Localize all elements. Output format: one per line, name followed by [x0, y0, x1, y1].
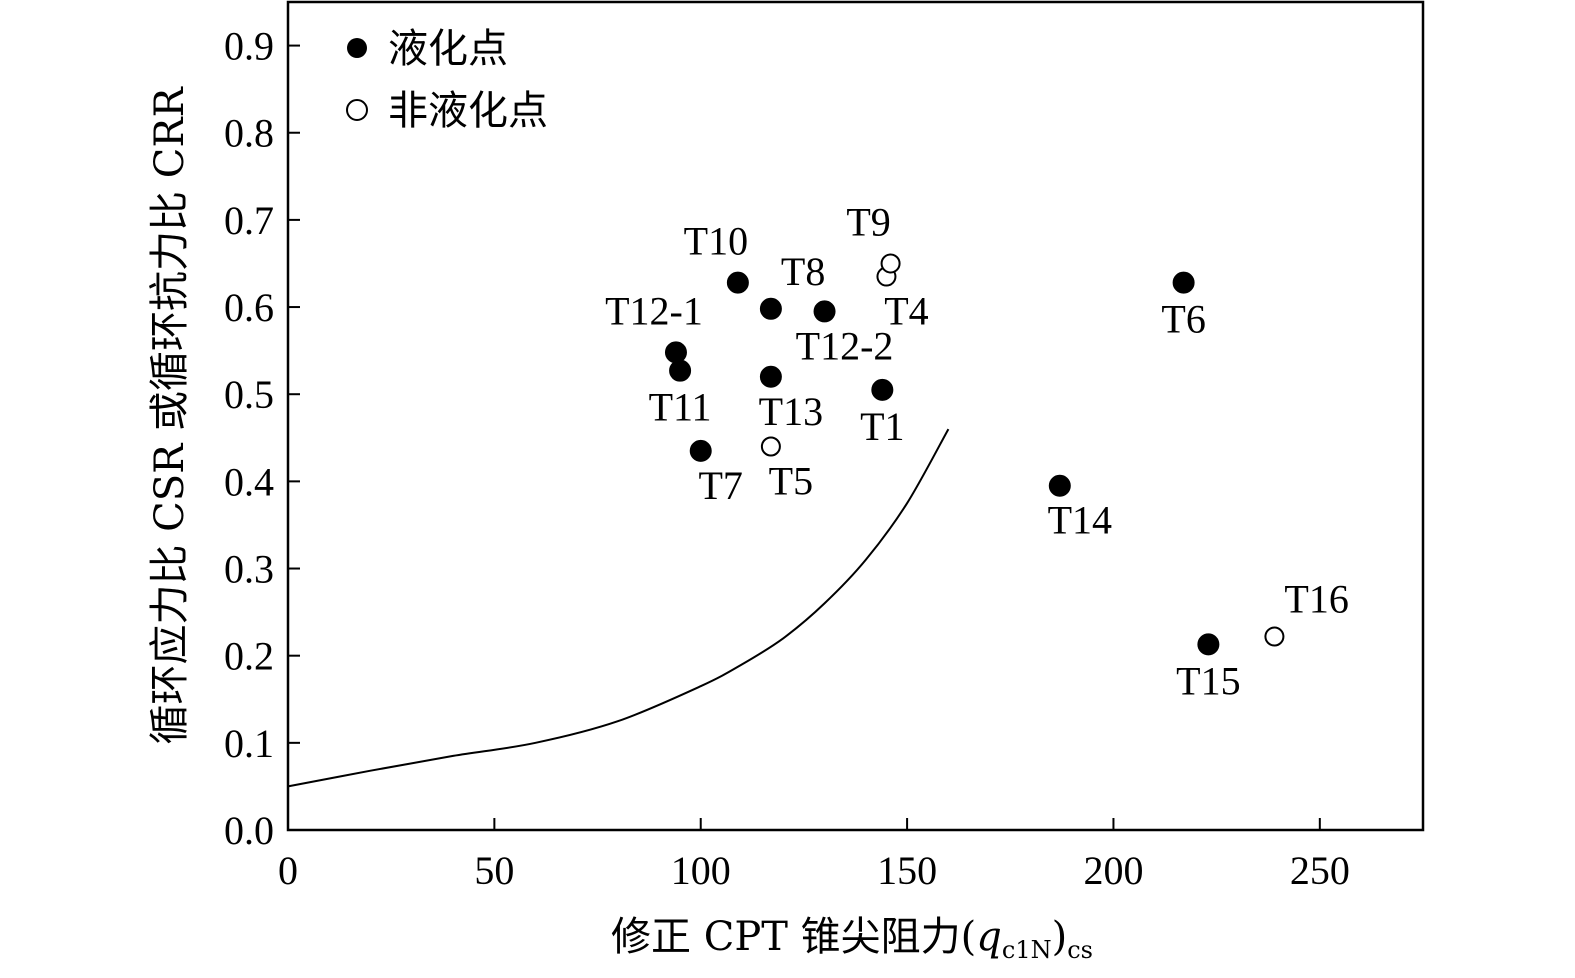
y-tick-label: 0.1: [224, 721, 274, 766]
point-label-t12-1: T12-1: [605, 288, 703, 333]
x-tick-label: 50: [474, 848, 514, 893]
plot-frame: [286, 0, 1425, 832]
x-tick-label: 250: [1290, 848, 1350, 893]
point-t10: [726, 271, 749, 294]
point-label-t15: T15: [1176, 658, 1240, 703]
point-label-t13: T13: [759, 389, 823, 434]
x-axis-title-close-paren: ): [1052, 914, 1068, 960]
point-t5: [760, 436, 781, 457]
y-tick-label: 0.4: [224, 459, 274, 504]
point-t16: [1264, 626, 1285, 647]
point-t15: [1197, 633, 1220, 656]
point-t7: [689, 439, 712, 462]
point-t8: [759, 297, 782, 320]
y-tick-label: 0.6: [224, 285, 274, 330]
point-t12-1: [664, 341, 687, 364]
point-label-t9: T9: [846, 199, 890, 244]
y-tick-label: 0.8: [224, 111, 274, 156]
point-t14: [1048, 474, 1071, 497]
legend-label-liquefied: 液化点: [388, 26, 508, 72]
x-tick-label: 100: [671, 848, 731, 893]
point-t6: [1172, 271, 1195, 294]
data-point-labels: T1 T6 T7 T8 T10 T11 T12-1 T12-2 T13 T14 T15 T4 T5 T9 T…: [605, 199, 1349, 703]
point-label-t12-2: T12-2: [796, 323, 894, 368]
y-tick-label: 0.5: [224, 372, 274, 417]
point-label-t7: T7: [699, 463, 743, 508]
point-t11: [669, 359, 692, 382]
y-axis-title: 循环应力比 CSR 或循环抗力比 CRR: [147, 86, 193, 745]
legend-label-non-liquefied: 非液化点: [388, 88, 548, 134]
point-label-t16: T16: [1284, 577, 1348, 622]
legend-marker-liquefied: [347, 38, 367, 58]
point-label-t1: T1: [860, 404, 904, 449]
y-tick-label: 0.0: [224, 808, 274, 853]
point-label-t10: T10: [684, 219, 748, 264]
point-t1: [871, 378, 894, 401]
point-t9: [880, 253, 901, 274]
x-axis-ticks: 0 50 100 150 200 250: [278, 818, 1350, 893]
point-label-t14: T14: [1048, 498, 1112, 543]
y-tick-label: 0.3: [224, 547, 274, 592]
x-axis-title-outer-subscript: cs: [1067, 936, 1093, 964]
x-axis-title-variable: q: [976, 914, 1002, 960]
x-axis-title: 修正 CPT 锥尖阻力(qc1N)cs: [611, 914, 1093, 964]
x-tick-label: 150: [877, 848, 937, 893]
legend-marker-non-liquefied: [346, 99, 368, 121]
point-label-t8: T8: [781, 249, 825, 294]
x-tick-label: 0: [278, 848, 298, 893]
y-tick-label: 0.2: [224, 634, 274, 679]
point-label-t6: T6: [1161, 297, 1205, 342]
x-axis-title-prefix: 修正 CPT 锥尖阻力(: [611, 914, 976, 960]
x-tick-label: 200: [1083, 848, 1143, 893]
point-label-t5: T5: [769, 459, 813, 504]
point-label-t4: T4: [884, 289, 928, 334]
point-t13: [759, 365, 782, 388]
data-points: [664, 253, 1285, 656]
legend: 液化点 非液化点: [346, 26, 548, 134]
point-t12-2: [813, 300, 836, 323]
y-axis-ticks: 0.0 0.1 0.2 0.3 0.4 0.5 0.6 0.7 0.8 0.9: [224, 24, 300, 853]
y-tick-label: 0.9: [224, 24, 274, 69]
crr-boundary-curve: [287, 428, 950, 788]
y-tick-label: 0.7: [224, 198, 274, 243]
point-label-t11: T11: [649, 385, 712, 430]
x-axis-title-variable-subscript: c1N: [1002, 936, 1052, 964]
